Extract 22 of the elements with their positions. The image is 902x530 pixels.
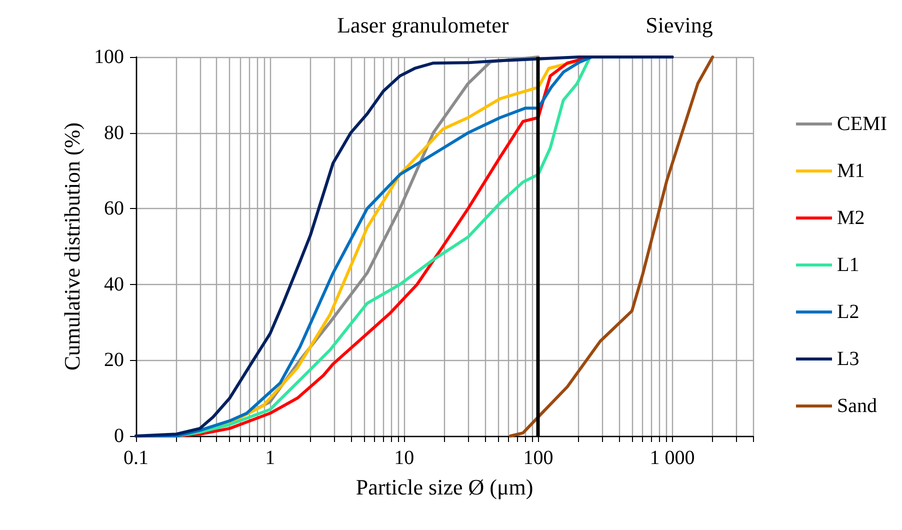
x-tick-label: 1 000 bbox=[650, 447, 695, 469]
y-tick-label: 60 bbox=[104, 198, 124, 220]
legend-label: Sand bbox=[837, 395, 877, 417]
text: Laser granulometer bbox=[337, 12, 510, 38]
y-tick-label: 40 bbox=[104, 273, 124, 296]
y-tick-label: 80 bbox=[104, 122, 124, 144]
x-tick-label: 1 bbox=[265, 447, 276, 469]
legend-label: CEMI bbox=[837, 113, 887, 135]
legend-label: L3 bbox=[837, 348, 860, 370]
y-tick-label: 20 bbox=[104, 349, 124, 372]
y-tick-label: 0 bbox=[114, 425, 124, 447]
legend-label: M2 bbox=[837, 207, 865, 229]
legend-label: L1 bbox=[837, 254, 860, 276]
x-tick-label: 10 bbox=[394, 447, 414, 469]
legend-label: L2 bbox=[837, 301, 860, 323]
legend-label: M1 bbox=[837, 160, 865, 182]
x-axis-title: Particle size Ø (μm) bbox=[356, 474, 534, 500]
y-tick-label: 100 bbox=[94, 46, 124, 68]
x-tick-label: 0.1 bbox=[124, 447, 148, 469]
x-tick-label: 100 bbox=[523, 447, 554, 469]
y-axis-title: Cumulative distribution (%) bbox=[60, 122, 85, 371]
text: Sieving bbox=[646, 12, 713, 38]
